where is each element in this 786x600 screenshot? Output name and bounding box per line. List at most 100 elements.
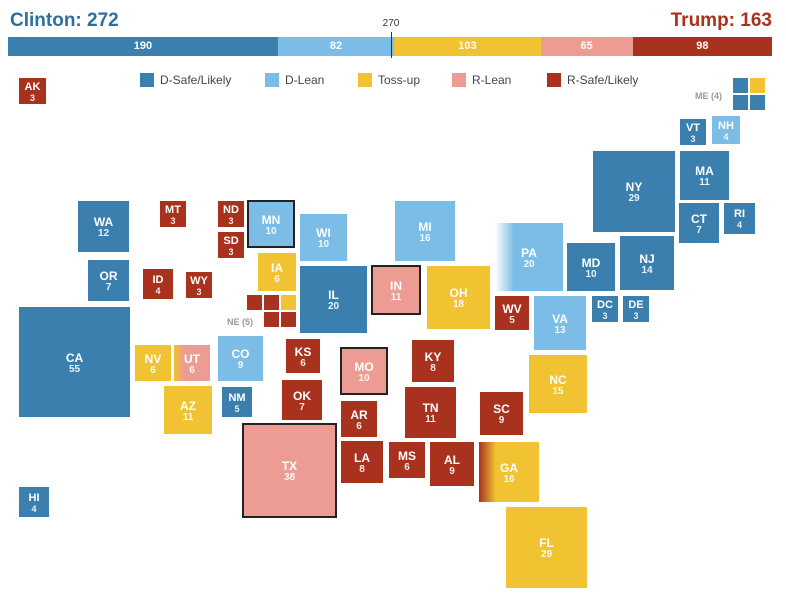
state-electoral-votes: 10	[265, 225, 277, 237]
state-electoral-votes: 6	[356, 420, 362, 432]
state-ca[interactable]: CA 55	[19, 307, 130, 417]
state-electoral-votes: 5	[234, 403, 240, 414]
clinton-total: Clinton: 272	[10, 10, 119, 31]
state-ga[interactable]: GA 16	[479, 442, 539, 502]
state-ar[interactable]: AR 6	[341, 401, 377, 437]
ne-district-cell[interactable]	[281, 295, 296, 310]
state-mi[interactable]: MI 16	[395, 201, 455, 261]
state-nv[interactable]: NV 6	[135, 345, 171, 381]
state-electoral-votes: 20	[523, 258, 535, 270]
state-ut[interactable]: UT 6	[174, 345, 210, 381]
state-ak[interactable]: AK 3	[19, 78, 46, 104]
me-district-cell[interactable]	[733, 95, 748, 110]
state-electoral-votes: 6	[274, 273, 280, 285]
legend-label: R-Safe/Likely	[567, 73, 639, 87]
state-sc[interactable]: SC 9	[480, 392, 523, 435]
state-abbr: NM	[228, 391, 246, 404]
state-wa[interactable]: WA 12	[78, 201, 129, 252]
state-abbr: CA	[65, 350, 84, 365]
state-abbr: LA	[354, 450, 370, 465]
state-wi[interactable]: WI 10	[300, 214, 347, 261]
state-electoral-votes: 4	[736, 220, 742, 230]
state-dc[interactable]: DC 3	[592, 296, 618, 322]
state-oh[interactable]: OH 18	[427, 266, 490, 329]
state-sd[interactable]: SD 3	[218, 232, 244, 258]
state-nj[interactable]: NJ 14	[620, 236, 674, 290]
ne-district-cell[interactable]	[264, 312, 279, 327]
state-electoral-votes: 20	[327, 301, 340, 312]
state-ny[interactable]: NY 29	[593, 151, 675, 232]
state-electoral-votes: 16	[503, 473, 515, 485]
state-abbr: WI	[316, 226, 331, 240]
state-wy[interactable]: WY 3	[186, 272, 212, 298]
state-abbr: MO	[354, 359, 374, 374]
state-ia[interactable]: IA 6	[258, 253, 296, 291]
state-electoral-votes: 8	[430, 362, 436, 374]
state-fl[interactable]: FL 29	[506, 507, 587, 588]
state-electoral-votes: 15	[552, 385, 564, 397]
state-abbr: TX	[281, 459, 298, 473]
state-electoral-votes: 3	[633, 310, 639, 321]
legend-swatch	[140, 73, 154, 87]
state-nd[interactable]: ND 3	[218, 201, 244, 227]
state-ms[interactable]: MS 6	[389, 442, 425, 478]
state-abbr: UT	[184, 351, 200, 366]
state-ky[interactable]: KY 8	[412, 340, 454, 382]
state-ok[interactable]: OK 7	[282, 380, 322, 420]
state-electoral-votes: 3	[196, 286, 202, 297]
state-electoral-votes: 3	[228, 246, 234, 257]
state-nm[interactable]: NM 5	[222, 387, 252, 417]
state-il[interactable]: IL 20	[300, 266, 367, 333]
state-electoral-votes: 9	[237, 360, 244, 371]
state-va[interactable]: VA 13	[534, 296, 586, 350]
ne-district-cell[interactable]	[247, 295, 262, 310]
state-tx[interactable]: TX 38	[242, 423, 337, 518]
ne-district-cell[interactable]	[264, 295, 279, 310]
state-in[interactable]: IN 11	[371, 265, 421, 315]
state-al[interactable]: AL 9	[430, 442, 474, 486]
state-mo[interactable]: MO 10	[340, 347, 388, 395]
state-tn[interactable]: TN 11	[405, 387, 456, 438]
state-ri[interactable]: RI 4	[724, 203, 755, 234]
state-ct[interactable]: CT 7	[679, 203, 719, 243]
state-abbr: OK	[293, 388, 311, 403]
state-abbr: CO	[231, 347, 250, 361]
state-abbr: AZ	[180, 398, 196, 413]
state-hi[interactable]: HI 4	[19, 487, 49, 517]
state-abbr: OH	[449, 286, 468, 300]
state-electoral-votes: 3	[228, 215, 234, 226]
state-electoral-votes: 13	[554, 324, 566, 336]
state-electoral-votes: 3	[170, 215, 176, 226]
state-nh[interactable]: NH 4	[712, 116, 740, 144]
state-la[interactable]: LA 8	[341, 441, 383, 483]
me-district-cell[interactable]	[733, 78, 748, 93]
state-wv[interactable]: WV 5	[495, 296, 529, 330]
state-nc[interactable]: NC 15	[529, 355, 587, 413]
state-ma[interactable]: MA 11	[680, 151, 729, 200]
state-abbr: SC	[493, 402, 510, 416]
state-or[interactable]: OR 7	[88, 260, 129, 301]
state-abbr: AK	[24, 80, 41, 93]
state-abbr: MN	[261, 212, 281, 227]
state-electoral-votes: 6	[150, 364, 156, 376]
state-de[interactable]: DE 3	[623, 296, 649, 322]
threshold-line	[391, 32, 392, 58]
state-electoral-votes: 12	[97, 228, 110, 239]
state-az[interactable]: AZ 11	[164, 386, 212, 434]
state-co[interactable]: CO 9	[218, 336, 263, 381]
state-abbr: IL	[328, 288, 339, 302]
state-id[interactable]: ID 4	[143, 269, 173, 299]
state-electoral-votes: 3	[29, 92, 35, 103]
state-mn[interactable]: MN 10	[247, 200, 295, 248]
bar-segment-r-safe: 98	[632, 37, 772, 56]
me-district-cell[interactable]	[750, 95, 765, 110]
state-pa[interactable]: PA 20	[495, 223, 563, 291]
state-abbr: NC	[549, 372, 567, 387]
state-vt[interactable]: VT 3	[680, 119, 706, 145]
me-district-cell[interactable]	[750, 78, 765, 93]
state-abbr: NJ	[639, 251, 655, 266]
state-mt[interactable]: MT 3	[160, 201, 186, 227]
state-md[interactable]: MD 10	[567, 243, 615, 291]
state-ks[interactable]: KS 6	[286, 339, 320, 373]
ne-district-cell[interactable]	[281, 312, 296, 327]
